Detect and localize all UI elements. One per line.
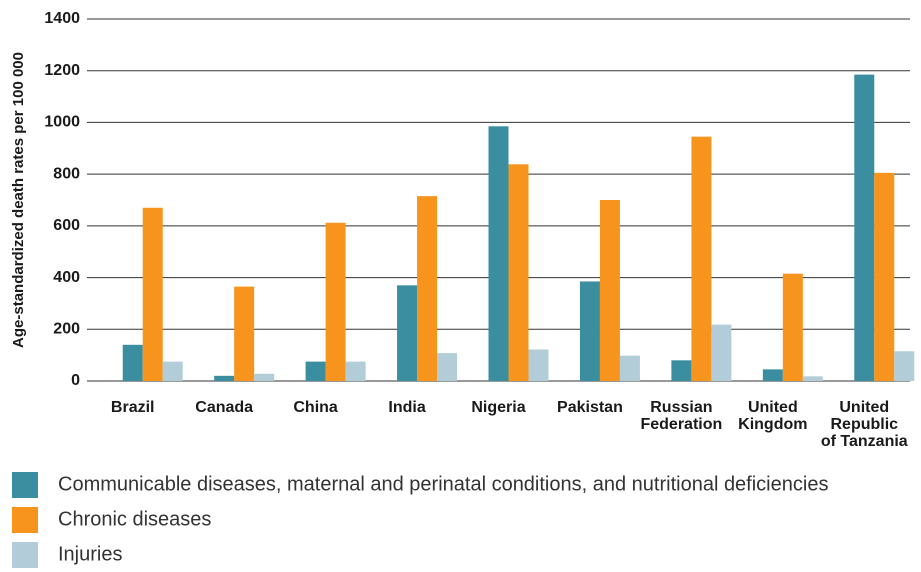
bar: [894, 351, 915, 381]
y-axis-label: Age-standardized death rates per 100 000: [10, 52, 27, 348]
y-tick-label: 600: [53, 217, 80, 234]
y-tick-label: 0: [71, 372, 80, 389]
bar: [345, 361, 366, 381]
legend-swatch: [12, 472, 38, 498]
bar: [122, 344, 143, 381]
x-tick-label: Canada: [195, 399, 253, 416]
x-tick-label: China: [293, 399, 338, 416]
legend-swatch: [12, 507, 38, 533]
x-tick-label: Brazil: [111, 399, 155, 416]
x-tick-label: Pakistan: [557, 399, 623, 416]
legend-label: Chronic diseases: [58, 508, 211, 530]
y-tick-label: 1400: [44, 10, 80, 27]
bar: [488, 126, 509, 381]
bar: [711, 324, 732, 381]
legend-label: Injuries: [58, 543, 122, 565]
x-tick-label: India: [388, 399, 425, 416]
y-tick-label: 800: [53, 165, 80, 182]
bar: [325, 222, 346, 381]
bar: [397, 285, 418, 381]
bar: [599, 200, 620, 381]
legend-swatch: [12, 542, 38, 568]
x-tick-label: United Republic of Tanzania: [821, 399, 908, 450]
bar: [508, 164, 529, 381]
bar: [162, 361, 183, 381]
bar: [579, 281, 600, 381]
bar: [305, 361, 326, 381]
legend-label: Communicable diseases, maternal and peri…: [58, 473, 828, 495]
bar: [254, 373, 275, 381]
y-tick-label: 400: [53, 269, 80, 286]
bar: [437, 353, 458, 381]
bar: [417, 196, 438, 381]
bar: [762, 369, 783, 381]
y-tick-label: 200: [53, 321, 80, 338]
bar: [142, 207, 163, 381]
x-tick-label: Nigeria: [471, 399, 525, 416]
x-tick-label: United Kingdom: [738, 399, 807, 433]
bar: [671, 360, 692, 381]
bar: [782, 273, 803, 381]
bar: [619, 355, 640, 381]
bar: [691, 136, 712, 381]
bar: [214, 375, 235, 381]
y-tick-label: 1200: [44, 62, 80, 79]
bar: [234, 286, 255, 381]
bar: [854, 74, 875, 381]
bar: [528, 349, 549, 381]
bar: [874, 172, 895, 381]
y-tick-label: 1000: [44, 114, 80, 131]
bar: [802, 376, 823, 381]
x-tick-label: Russian Federation: [640, 399, 722, 433]
